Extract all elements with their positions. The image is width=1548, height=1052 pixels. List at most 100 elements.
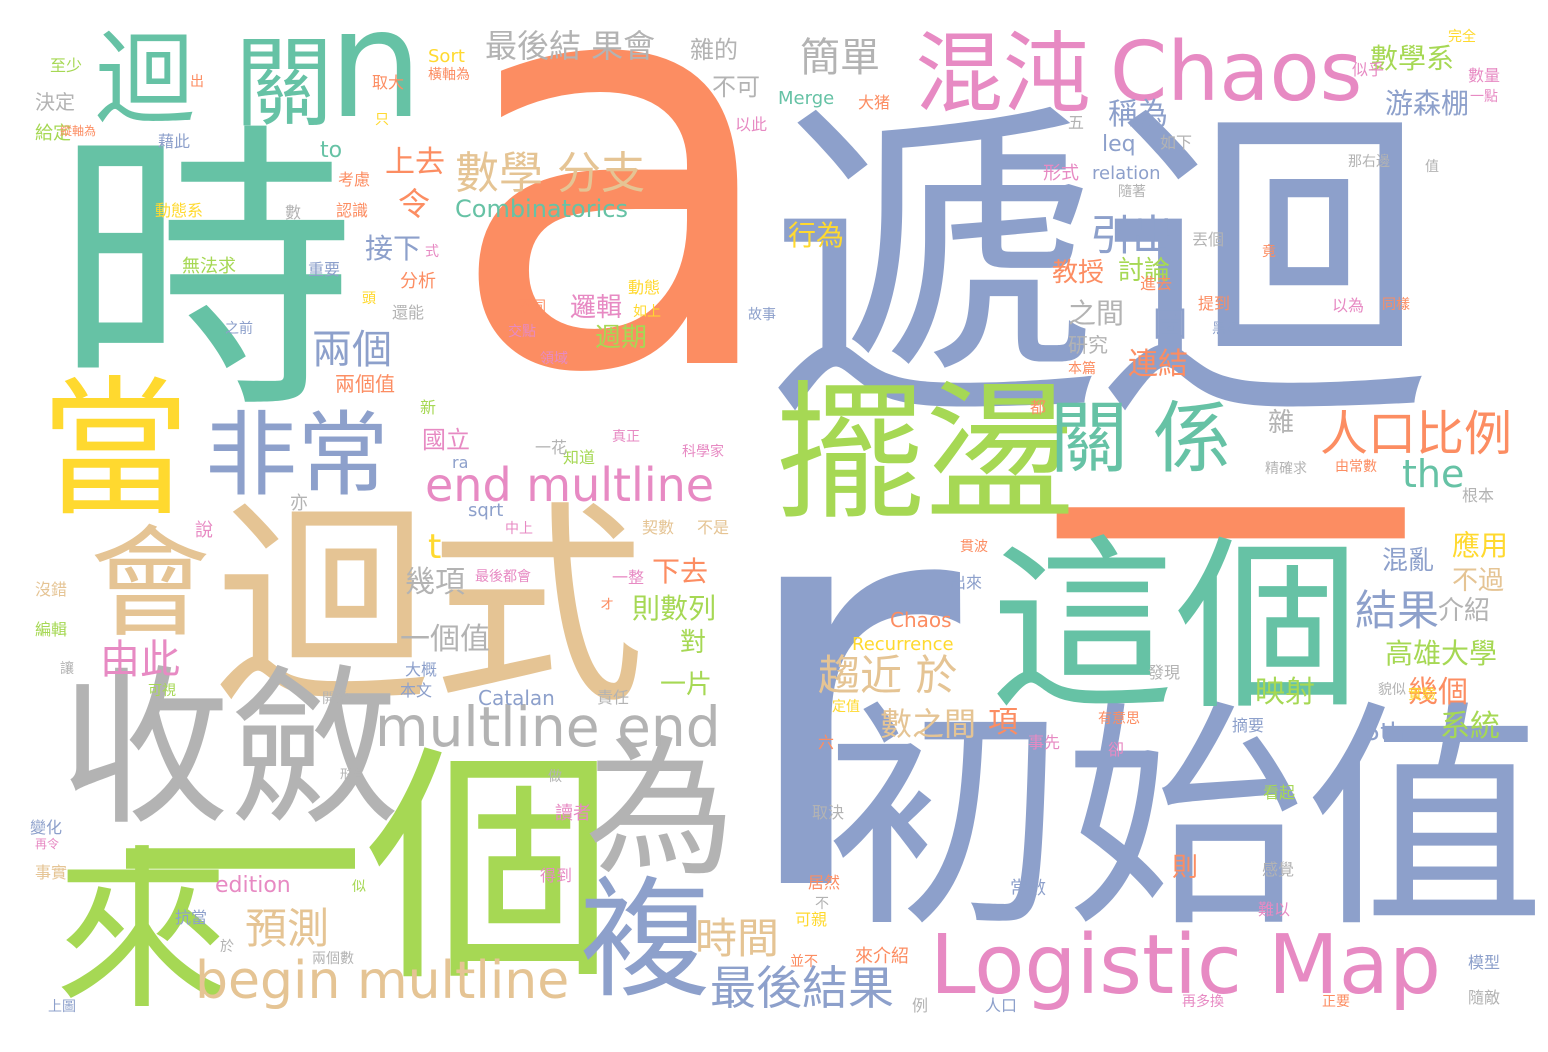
word-zhege: 這個: [990, 519, 1360, 735]
word-merge: Merge: [778, 88, 835, 109]
word-hunluan: 混亂: [1382, 546, 1435, 576]
word-li: 例: [912, 996, 929, 1015]
word-dagai: 大概: [405, 660, 438, 679]
word-ganjue: 感覺: [1262, 860, 1295, 879]
word-huishi: 迴式: [215, 482, 645, 733]
word-jiexia: 接下: [365, 232, 422, 265]
word-shuo: 說: [195, 520, 213, 541]
word-recurrence: Recurrence: [852, 634, 954, 655]
word-benwen: 本文: [400, 681, 433, 700]
word-sort: Sort: [428, 46, 465, 67]
word-yici: 以此: [735, 115, 768, 134]
word-luoji: 邏輯: [570, 293, 623, 323]
word-zhengyao: 正要: [1322, 994, 1350, 1010]
word-begin-multline: begin multline: [195, 951, 570, 1011]
word-zeren: 責任: [597, 688, 630, 707]
word-taolun: 討論: [1118, 256, 1171, 286]
word-qishu: 契數: [642, 518, 675, 537]
word-guoli: 國立: [422, 426, 470, 454]
word-wu: 五: [1068, 113, 1085, 132]
word-zeshulie: 則數列: [632, 592, 717, 625]
word-baidang: 擺盪: [775, 368, 1076, 542]
word-o: オ: [600, 597, 614, 613]
word-zhijian: 之間: [1068, 297, 1125, 330]
word-tu: 圖: [1153, 305, 1187, 345]
word-shi: 時: [55, 100, 355, 449]
word-zuihou-douhui: 最後都會: [475, 569, 531, 585]
word-chengwei: 稱為: [1108, 97, 1168, 132]
word-to: to: [320, 138, 343, 163]
word-dui: 對: [680, 628, 707, 658]
word-kexuejia: 科學家: [682, 444, 724, 460]
word-ze: 則: [1172, 853, 1199, 883]
word-dou: 都: [1030, 398, 1047, 417]
word-lingyu: 領域: [540, 351, 568, 367]
word-youci: 由此: [100, 637, 180, 683]
word-ling: 令: [398, 185, 431, 223]
word-ra: ra: [452, 453, 469, 472]
word-logistic-map: Logistic Map: [930, 918, 1442, 1013]
word-zuo: 做: [548, 769, 562, 785]
word-yuce: 預測: [245, 904, 330, 953]
word-zhi2: 值: [1425, 159, 1439, 175]
word-renshi: 認識: [336, 201, 369, 220]
word-guanbo: 貫波: [960, 539, 988, 555]
word-hui: 會: [90, 515, 210, 654]
word-laijieshao: 來介紹: [855, 946, 909, 967]
word-dedao: 得到: [540, 866, 573, 885]
word-kaishi: 開始: [322, 691, 350, 707]
word-youyisi: 有意思: [1098, 711, 1140, 727]
word-heise: 黑色: [1212, 321, 1240, 337]
word-yu: 於: [220, 939, 234, 955]
word-changshu: 常數: [1010, 878, 1046, 899]
word-r: r: [730, 364, 961, 1016]
word-fenxi: 分析: [400, 271, 436, 292]
word-liu: 六: [818, 733, 835, 752]
word-gaoxiong: 高雄大學: [1385, 637, 1498, 670]
word-rang: 讓: [60, 661, 74, 677]
word-guan: 關: [235, 27, 334, 141]
word-dongtai: 動態: [628, 278, 661, 297]
word-shangtu: 上圖: [48, 999, 76, 1015]
word-zhenzheng: 真正: [612, 429, 640, 445]
word-combinatorics: Combinatorics: [455, 195, 628, 223]
word-zhongyao: 重要: [308, 260, 341, 279]
word-yizheng: 一整: [612, 568, 645, 587]
word-geiding: 給定: [35, 123, 71, 144]
word-bukeyi: 不可: [712, 73, 760, 101]
word-hundun: 混沌: [915, 22, 1092, 125]
word-shiyan: 實驗: [1408, 687, 1436, 703]
word-za: 雜: [1268, 408, 1295, 438]
word-shuxue-fenzhi: 數學 分支: [455, 148, 645, 199]
word-yidian: 一點: [1470, 89, 1498, 105]
word-shixian: 事先: [1028, 733, 1061, 752]
word-dihui: 遞迴: [770, 78, 1430, 462]
word-jieshao: 介紹: [1438, 596, 1491, 626]
word-keqin: 可親: [795, 910, 828, 929]
word-zade: 雜的: [690, 36, 738, 64]
word-guanxi: 關 係: [1050, 394, 1231, 484]
word-bingbu: 並不: [790, 954, 818, 970]
word-zailing: 再令: [35, 837, 60, 851]
word-que: 卻: [1108, 740, 1125, 759]
word-liangge-zhi: 兩個值: [335, 372, 395, 396]
word-lianjie: 連結: [1128, 347, 1188, 382]
word-nayoubian: 那右邊: [1348, 154, 1390, 170]
word-zhongshang: 中上: [505, 521, 533, 537]
word-quda: 取大: [372, 73, 405, 92]
word-chu: 出: [190, 74, 204, 90]
word-jiandan: 簡單: [800, 35, 880, 81]
word-jueding: 決定: [35, 90, 75, 114]
word-n: n: [328, 0, 424, 152]
word-sqrt: sqrt: [468, 500, 504, 521]
word-shijian: 時間: [695, 914, 780, 963]
word-yingyong: 應用: [1452, 529, 1509, 562]
word-shu: 數: [285, 203, 302, 222]
word-a: a: [445, 0, 789, 496]
word-xiaqu: 下去: [652, 555, 709, 588]
word-zuihou-jieguohui: 最後結 果會: [485, 27, 656, 65]
word-chushizhi: 初始值: [825, 680, 1546, 960]
word-sihu: 似乎: [1352, 60, 1385, 79]
word-lai: 來: [55, 831, 230, 1034]
